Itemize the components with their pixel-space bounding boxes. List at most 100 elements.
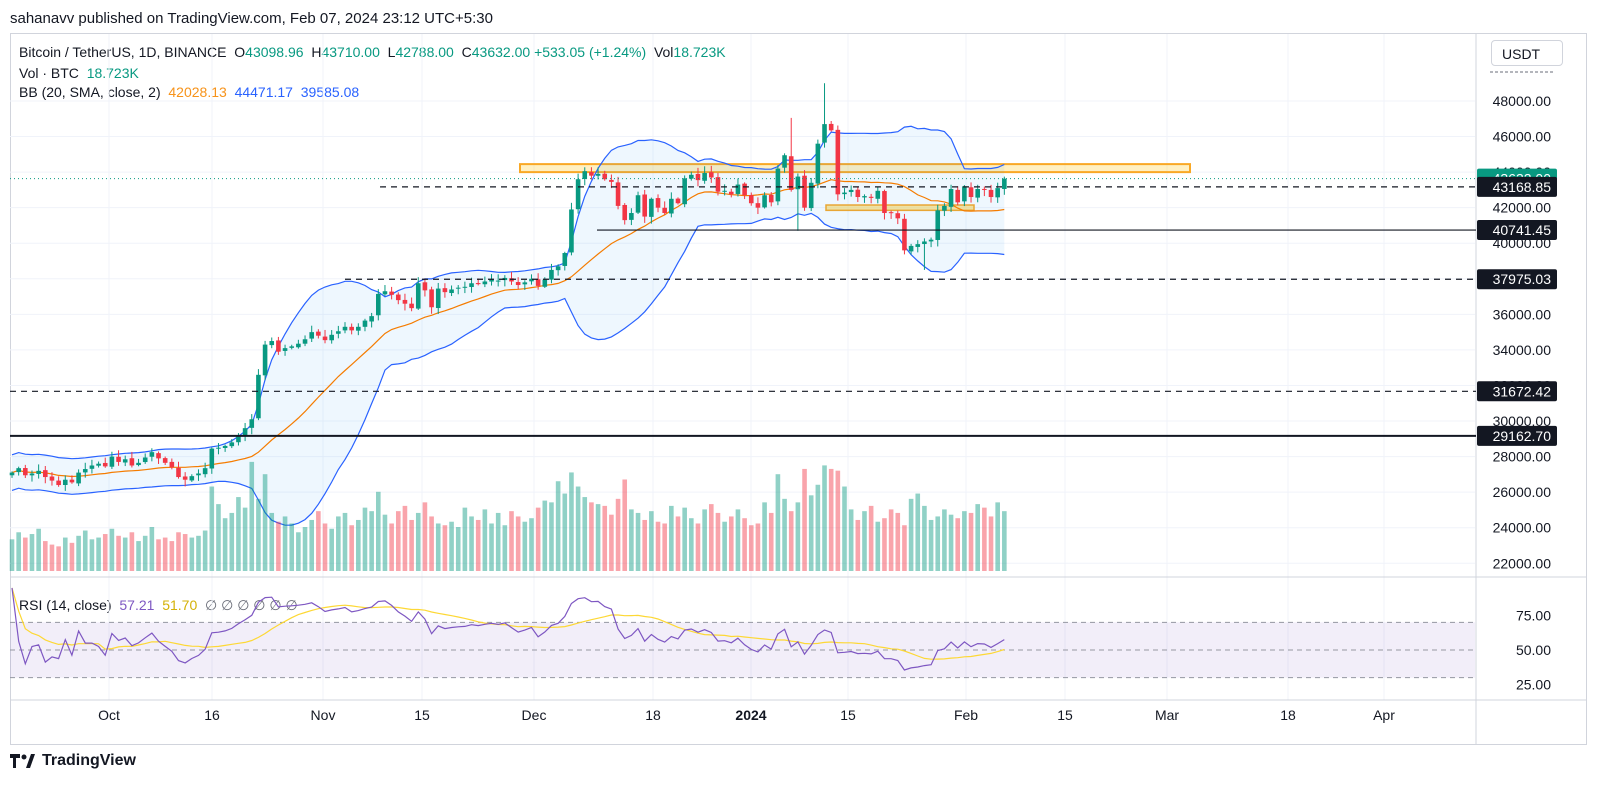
candle-body [262, 344, 268, 376]
currency-button[interactable]: USDT [1491, 40, 1563, 66]
candle-body [122, 459, 128, 463]
volume-bar [229, 512, 235, 571]
symbol-name[interactable]: Bitcoin / TetherUS, 1D, BINANCE [19, 44, 227, 60]
candle-body [535, 279, 541, 286]
candle-body [975, 189, 980, 198]
candle [762, 192, 767, 209]
candle-body [509, 278, 514, 282]
volume-bar [595, 504, 601, 571]
volume-bar [995, 502, 1000, 571]
volume-bar [582, 497, 588, 571]
candle [142, 453, 148, 464]
volume-bar [109, 528, 115, 571]
candle [695, 167, 701, 187]
candle-body [962, 186, 967, 202]
candle-body [96, 463, 101, 466]
candle [129, 451, 135, 468]
volume-indicator-label[interactable]: Vol · BTC [19, 65, 79, 81]
volume-bar [455, 527, 461, 571]
candle-body [369, 316, 374, 322]
candle-body [1002, 178, 1007, 189]
candle [582, 167, 588, 186]
candle [495, 274, 501, 287]
candle [975, 184, 980, 203]
bollinger-upper-value: 44471.17 [234, 84, 293, 100]
volume-bar [202, 530, 208, 571]
candle [282, 344, 288, 356]
tradingview-logo[interactable]: TradingView [10, 752, 136, 770]
candle [342, 322, 348, 334]
volume-bar [49, 544, 55, 571]
candle-body [475, 283, 481, 285]
candle-body [462, 286, 468, 288]
volume-bar [542, 500, 548, 571]
volume-bar [209, 486, 215, 571]
volume-bar [722, 521, 727, 571]
price-tag-label: 31672.42 [1493, 383, 1552, 399]
candle-body [82, 469, 88, 473]
candle [822, 83, 827, 148]
candle-body [649, 198, 654, 217]
price-tag-label: 40741.45 [1493, 222, 1552, 238]
candle [122, 455, 128, 467]
candle-body [875, 190, 881, 199]
volume-bar [169, 541, 175, 571]
volume-bar [902, 525, 907, 571]
grid [10, 34, 1587, 745]
rsi-label[interactable]: RSI (14, close) [19, 597, 112, 613]
candle [522, 280, 528, 290]
candle [29, 470, 35, 482]
candle-body [362, 320, 368, 327]
candle [182, 472, 188, 487]
candle [376, 289, 381, 321]
candle-body [269, 341, 275, 346]
candle-body [449, 289, 454, 294]
price-tick-label: 22000.00 [1493, 555, 1552, 571]
candle [642, 189, 647, 223]
volume-bar [302, 527, 308, 571]
volume-bar [16, 532, 21, 571]
volume-bar [762, 502, 767, 571]
candle [848, 185, 854, 197]
candle [682, 175, 687, 208]
price-tick-label: 36000.00 [1493, 306, 1552, 322]
candle [962, 185, 967, 207]
candle [755, 197, 761, 215]
symbol-legend: Bitcoin / TetherUS, 1D, BINANCE O43098.9… [19, 44, 726, 60]
price-tag-label: 29162.70 [1493, 428, 1552, 444]
bollinger-label[interactable]: BB (20, SMA, close, 2) [19, 84, 161, 100]
price-tick-label: 24000.00 [1493, 520, 1552, 536]
candle-body [575, 179, 581, 210]
candle-body [662, 207, 667, 214]
candle [775, 165, 781, 206]
candle [209, 447, 215, 474]
volume-bar [156, 539, 161, 571]
price-axis: 48000.0046000.0044000.0042000.0040000.00… [1477, 71, 1557, 571]
volume-bar [149, 527, 155, 571]
candle-body [788, 156, 794, 190]
volume-bar [296, 532, 301, 571]
candle-body [349, 326, 354, 331]
candle [895, 210, 901, 225]
price-tag-label: 37975.03 [1493, 271, 1552, 287]
price-tag [1477, 425, 1557, 446]
candle-body [289, 346, 295, 348]
candle [389, 286, 394, 300]
candle-body [782, 155, 787, 168]
volume-bar [622, 479, 628, 571]
rsi-tick-label: 75.00 [1516, 608, 1551, 624]
volume-bar [569, 472, 574, 571]
candle-body [415, 283, 421, 309]
volume-bar [322, 523, 328, 571]
candle [82, 462, 88, 478]
close-label: C [461, 44, 472, 60]
candle-body [542, 279, 548, 287]
candle-body [276, 340, 281, 352]
high-label: H [311, 44, 322, 60]
candle-body [555, 266, 561, 271]
candle [102, 457, 108, 468]
bollinger-bands [11, 125, 1005, 526]
candle-body [888, 212, 894, 214]
candle-body [902, 218, 907, 251]
